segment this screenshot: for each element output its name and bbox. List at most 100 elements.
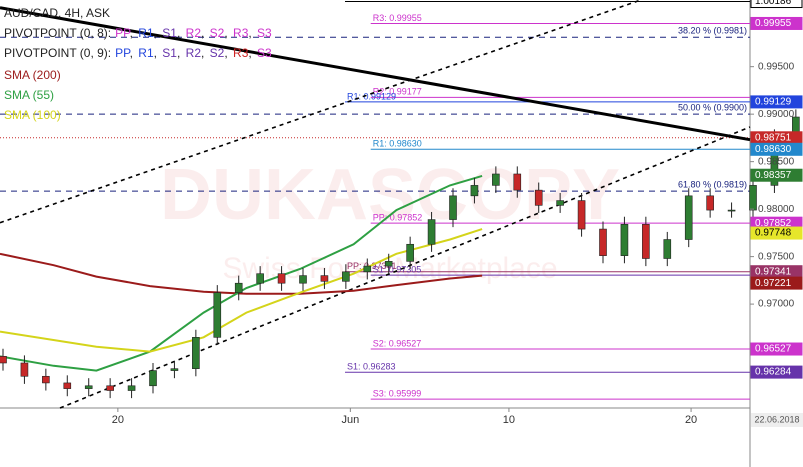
separator: , (130, 46, 137, 60)
separator: , (248, 26, 255, 40)
pivot-item: R3 (233, 26, 249, 40)
candle-body (470, 185, 479, 197)
pivot-item: S1 (162, 26, 177, 40)
x-tick-label: 20 (112, 414, 124, 426)
candle-body (234, 282, 243, 294)
pivot-item: S2 (210, 26, 225, 40)
price-label: 0.98357 (755, 170, 792, 181)
candle-body (20, 362, 29, 377)
candle-body (42, 375, 50, 384)
candle-body (492, 173, 500, 186)
sma-line (0, 174, 483, 372)
y-tick-label: 0.99000 (758, 109, 795, 120)
separator: , (224, 46, 231, 60)
candle-body (534, 189, 543, 206)
candle-body (727, 209, 736, 212)
candle-body (706, 195, 714, 211)
candle-body (63, 382, 72, 389)
sma-line (0, 228, 483, 353)
legend-entry: SMA (55) (4, 88, 54, 102)
pivot-item: R1 (138, 26, 154, 40)
y-tick-label: 0.97500 (758, 251, 795, 262)
candle-body (384, 261, 393, 267)
candle-body (299, 275, 307, 284)
price-label-box (750, 95, 803, 109)
candle-body (106, 385, 114, 391)
candle-body (149, 370, 157, 387)
date-label: 22.06.2018 (754, 414, 799, 424)
pivot-legend-label: PIVOTPOINT (0, 9): (4, 46, 111, 60)
separator: , (177, 26, 184, 40)
candle-body (642, 224, 650, 259)
level-label: R2: 0.99177 (373, 87, 422, 97)
candle-body (0, 356, 7, 364)
pivot-legend: PIVOTPOINT (0, 8): PP, R1, S1, R2, S2, R3… (4, 26, 272, 40)
price-label: 0.97221 (755, 278, 792, 289)
price-label-box (750, 0, 803, 9)
level-label: S2: 0.96527 (373, 338, 422, 348)
candle-body (363, 265, 372, 273)
candle-body (320, 275, 329, 282)
separator: , (154, 46, 161, 60)
pivot-item: R1 (138, 46, 154, 60)
price-label-box (750, 16, 803, 30)
pivot-item: R2 (186, 26, 202, 40)
pivot-item: S1 (162, 46, 177, 60)
candle-body (513, 173, 522, 191)
chart-title: AUD/CAD, 4H, ASK (4, 6, 110, 20)
candle-body (577, 200, 586, 230)
separator: , (177, 46, 184, 60)
y-tick-label: 0.99500 (758, 61, 795, 72)
candle-body (84, 385, 93, 389)
trendline (0, 0, 641, 224)
candle-body (170, 368, 179, 371)
price-label: 0.96527 (755, 344, 792, 355)
level-label: S1: 0.96283 (347, 362, 396, 372)
level-label: 50.00 % (0.9900) (678, 103, 747, 113)
candle-body (620, 224, 629, 256)
price-label-box (750, 276, 803, 290)
candle-body (599, 228, 607, 256)
price-label: 1.00186 (755, 0, 792, 7)
sma-line (0, 252, 483, 295)
x-axis-area (0, 408, 750, 467)
level-label: S3: 0.95999 (373, 389, 422, 399)
pivot-item: PP (115, 26, 131, 40)
watermark: DUKASCOPY (160, 155, 620, 235)
y-tick-label: 0.97000 (758, 299, 795, 310)
level-label: 61.80 % (0.9819) (678, 179, 747, 189)
pivot-item: S3 (257, 26, 272, 40)
separator: , (201, 46, 208, 60)
price-label: 0.96284 (755, 367, 792, 378)
candle-body (427, 219, 436, 245)
separator: , (224, 26, 231, 40)
y-tick-label: 0.98500 (758, 156, 795, 167)
price-label-box (750, 342, 803, 356)
pivot-item: R3 (233, 46, 249, 60)
candle-body (663, 239, 672, 259)
separator: , (130, 26, 137, 40)
candle-body (127, 385, 136, 391)
price-label-box (750, 168, 803, 182)
x-tick-label: 10 (503, 414, 515, 426)
candle-body (749, 185, 757, 211)
price-label: 0.97341 (755, 266, 792, 277)
price-label: 0.97852 (755, 218, 792, 229)
candle-body (684, 195, 693, 240)
price-label: 0.98630 (755, 144, 792, 155)
price-label: 0.99955 (755, 18, 792, 29)
y-tick-label: 0.98000 (758, 204, 795, 215)
level-label: R1: 0.99129 (347, 91, 396, 101)
level-label: 38.20 % (0.9981) (678, 26, 747, 36)
separator: , (248, 46, 255, 60)
candle-body (449, 195, 457, 220)
pivot-item: R2 (186, 46, 202, 60)
level-label: R1: 0.98630 (373, 139, 422, 149)
x-tick-label: Jun (341, 414, 359, 426)
price-label: 0.99129 (755, 97, 792, 108)
candle-body (342, 271, 350, 282)
trendline (0, 6, 751, 142)
level-label: R3: 0.99955 (373, 13, 422, 23)
candle-body (213, 292, 222, 338)
